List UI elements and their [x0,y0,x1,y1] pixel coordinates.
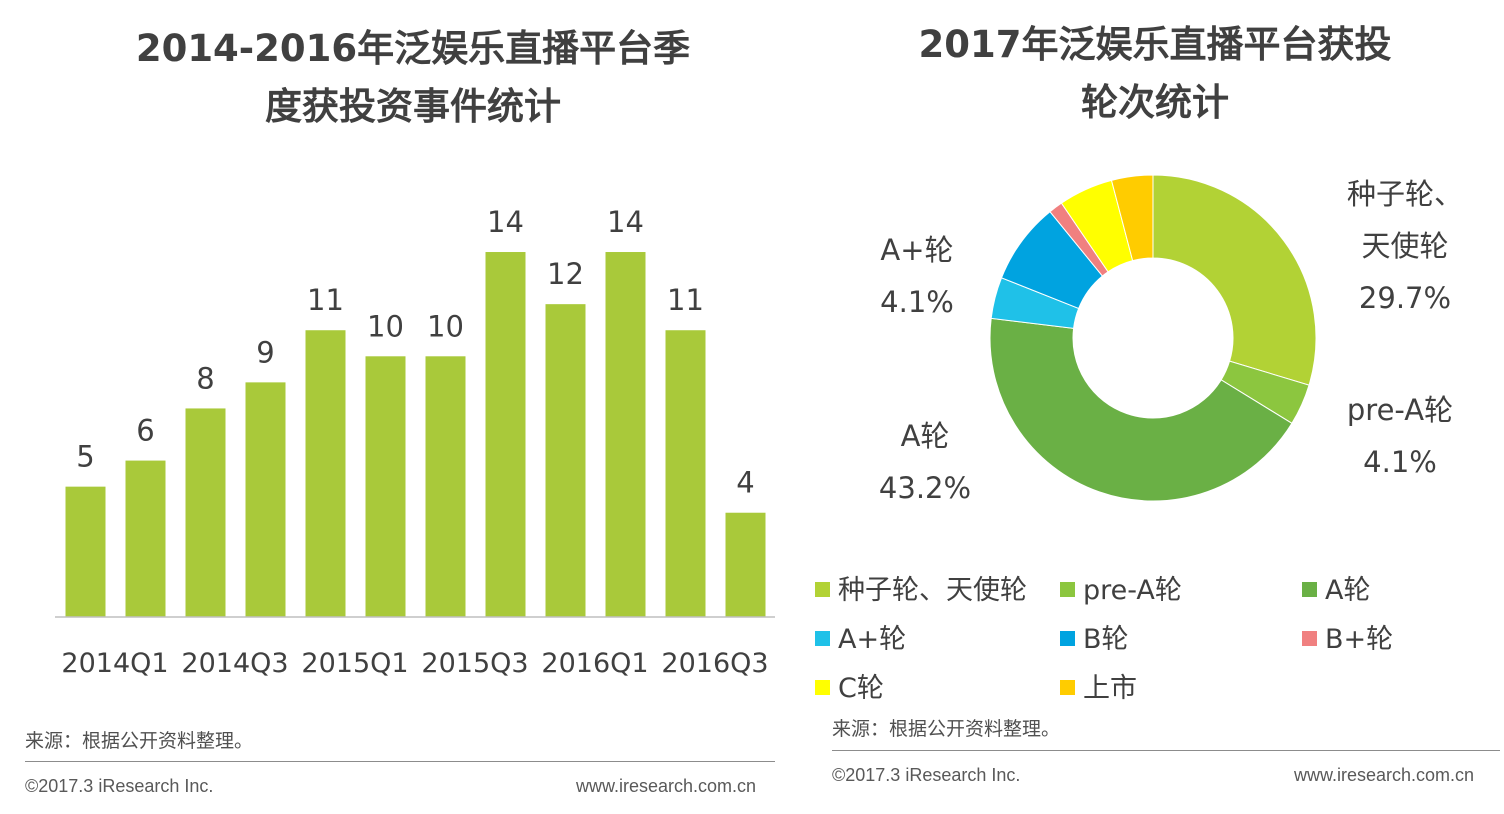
pie-annotation-seed-label2: 天使轮 [1361,229,1449,263]
legend-item-pre-a: pre-A轮 [1060,568,1182,607]
legend-swatch [1060,680,1075,695]
bar-2015Q2 [365,356,406,617]
bar-value-label: 10 [367,309,404,343]
pie-chart-title-line2: 轮次统计 [1081,81,1229,124]
pie-annotation-a-plus: A+轮 4.1% [862,224,972,328]
legend-label: 种子轮、天使轮 [838,575,1027,606]
left-footer-divider [25,761,775,762]
bar-2014Q1 [65,486,106,617]
bar-2015Q4 [485,252,526,617]
pie-chart-title-line1: 2017年泛娱乐直播平台获投 [918,23,1392,66]
donut-slice-0 [1152,174,1317,386]
bar-2016Q1 [545,304,586,617]
legend-label: 上市 [1083,673,1137,704]
pie-annotation-seed-value: 29.7% [1358,281,1452,315]
bar-2015Q1 [305,330,346,617]
pie-annotation-seed-label1: 种子轮、 [1346,177,1463,211]
legend-label: pre-A轮 [1083,575,1182,606]
legend-label: B+轮 [1325,624,1394,655]
x-tick-label: 2014Q3 [181,648,288,679]
legend-label: A轮 [1325,575,1371,606]
legend-item-b: B轮 [1060,617,1129,656]
left-copyright: ©2017.3 iResearch Inc. [25,776,214,796]
legend-label: B轮 [1083,624,1129,655]
bar-value-label: 14 [487,205,524,239]
x-tick-label: 2016Q1 [541,648,648,679]
bar-2014Q4 [245,382,286,617]
legend-swatch [1302,631,1317,646]
legend-item-a-plus: A+轮 [815,617,906,656]
pie-chart-title: 2017年泛娱乐直播平台获投 轮次统计 [850,16,1460,132]
bar-value-label: 9 [256,335,274,369]
legend-swatch [815,680,830,695]
pie-annotation-a-value: 43.2% [878,471,972,505]
x-tick-label: 2015Q1 [301,648,408,679]
donut-slice-2 [989,317,1293,502]
legend-swatch [1302,582,1317,597]
pie-annotation-pre-a: pre-A轮 4.1% [1330,384,1470,488]
bar-value-label: 11 [667,283,704,317]
legend-item-seed-angel: 种子轮、天使轮 [815,568,1027,607]
pie-annotation-pre-a-value: 4.1% [1363,445,1437,479]
bar-value-label: 5 [76,440,94,474]
right-footer-divider [832,750,1500,751]
legend-item-b-plus: B+轮 [1302,617,1393,656]
bar-2014Q3 [185,408,226,617]
bar-2016Q4 [725,512,766,617]
bar-chart-title-line1: 2014-2016年泛娱乐直播平台季 [135,27,691,70]
bar-chart-title: 2014-2016年泛娱乐直播平台季 度获投资事件统计 [60,20,766,136]
right-source-note: 来源：根据公开资料整理。 [832,718,1061,740]
x-tick-label: 2014Q1 [61,648,168,679]
bar-2015Q3 [425,356,466,617]
legend-label: C轮 [838,673,884,704]
pie-annotation-seed-angel: 种子轮、 天使轮 29.7% [1330,168,1480,324]
pie-annotation-a: A轮 43.2% [862,410,988,514]
legend-item-a: A轮 [1302,568,1370,607]
bar-2014Q2 [125,460,166,617]
legend-swatch [815,631,830,646]
legend-label: A+轮 [838,624,907,655]
pie-annotation-a-label: A轮 [900,419,950,453]
left-website-link[interactable]: www.iresearch.com.cn [576,776,757,796]
x-tick-label: 2015Q3 [421,648,528,679]
right-copyright: ©2017.3 iResearch Inc. [832,765,1021,785]
bar-value-label: 4 [736,466,754,500]
pie-annotation-a-plus-label: A+轮 [880,233,954,267]
legend-item-ipo: 上市 [1060,666,1137,705]
pie-annotation-a-plus-value: 4.1% [880,285,954,319]
bar-2016Q3 [665,330,706,617]
bar-2016Q2 [605,252,646,617]
bar-value-label: 6 [136,414,154,448]
legend-item-c: C轮 [815,666,884,705]
bar-value-label: 11 [307,283,344,317]
legend-swatch [1060,631,1075,646]
x-tick-label: 2016Q3 [661,648,768,679]
bar-value-label: 14 [607,205,644,239]
right-website-link[interactable]: www.iresearch.com.cn [1294,765,1475,785]
bar-value-label: 10 [427,309,464,343]
bar-value-label: 8 [196,361,214,395]
bar-chart-title-line2: 度获投资事件统计 [265,85,561,128]
left-source-note: 来源：根据公开资料整理。 [25,730,254,752]
bar-value-label: 12 [547,257,584,291]
legend-swatch [815,582,830,597]
donut-slice-7 [1110,174,1154,262]
pie-annotation-pre-a-label: pre-A轮 [1346,393,1454,427]
legend-swatch [1060,582,1075,597]
